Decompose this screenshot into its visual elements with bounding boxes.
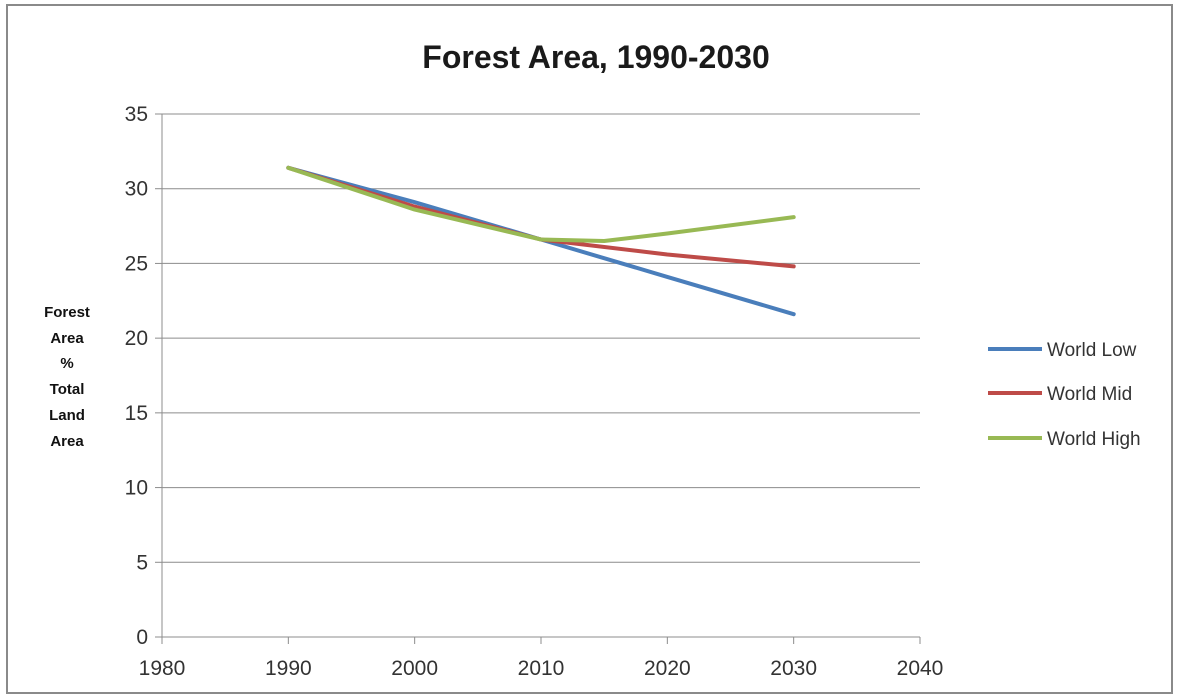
gridlines xyxy=(162,113,920,563)
legend-label-world-high: World High xyxy=(1047,429,1141,450)
y-tick-label-3: 15 xyxy=(125,402,148,425)
axes xyxy=(155,113,921,644)
x-tick-label-1: 1990 xyxy=(265,657,312,680)
chart-frame xyxy=(6,4,1173,694)
y-tick-label-0: 0 xyxy=(136,626,148,649)
series-line-world-high xyxy=(286,165,796,243)
series-line-world-mid xyxy=(286,165,796,269)
x-tick-label-6: 2040 xyxy=(897,657,944,680)
y-axis-label-line-3: Total xyxy=(50,381,85,398)
series-lines xyxy=(286,165,796,317)
y-axis-label-line-1: Area xyxy=(50,330,84,347)
y-tick-label-1: 5 xyxy=(136,551,148,574)
x-tick-label-4: 2020 xyxy=(644,657,691,680)
x-tick-label-0: 1980 xyxy=(139,657,186,680)
y-tick-label-5: 25 xyxy=(125,252,148,275)
y-tick-labels: 0 5 10 15 20 25 30 35 xyxy=(125,103,148,649)
x-tick-label-5: 2030 xyxy=(770,657,817,680)
y-tick-label-4: 20 xyxy=(125,327,148,350)
legend-label-world-low: World Low xyxy=(1047,340,1137,361)
legend-label-world-mid: World Mid xyxy=(1047,384,1132,405)
chart-title: Forest Area, 1990-2030 xyxy=(422,39,769,75)
y-axis-label: Forest Area% Total Land Area xyxy=(44,304,90,450)
y-axis-label-line-0: Forest xyxy=(44,304,90,321)
y-tick-label-6: 30 xyxy=(125,178,148,201)
y-axis-label-line-5: Area xyxy=(50,433,84,450)
x-tick-label-3: 2010 xyxy=(518,657,565,680)
y-tick-label-2: 10 xyxy=(125,477,148,500)
y-axis-label-line-2: % xyxy=(60,355,73,372)
x-tick-labels: 1980 1990 2000 2010 2020 2030 2040 xyxy=(139,657,944,680)
x-tick-label-2: 2000 xyxy=(391,657,438,680)
y-axis-label-line-4: Land xyxy=(49,407,85,424)
y-tick-label-7: 35 xyxy=(125,103,148,126)
legend: World Low World Mid World High xyxy=(988,340,1141,450)
